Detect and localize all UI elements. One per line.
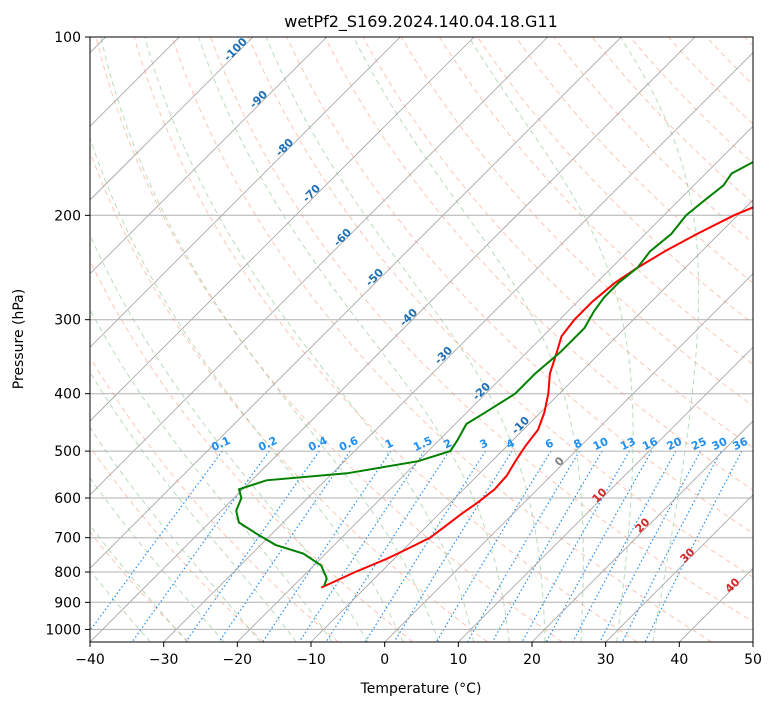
mixing-ratio-line — [218, 450, 351, 642]
mixing-ratio-label: 30 — [710, 435, 730, 453]
moist-adiabat-line — [90, 569, 151, 642]
isotherm-line — [90, 37, 401, 348]
isotherm-line — [90, 37, 475, 422]
x-tick-label: 20 — [523, 652, 541, 668]
mixing-ratio-line — [621, 450, 722, 642]
x-tick-label: −40 — [75, 652, 105, 668]
mixing-ratio-line — [545, 450, 653, 642]
x-axis-title: Temperature (°C) — [360, 681, 482, 697]
mixing-ratio-line — [572, 450, 677, 642]
y-tick-label: 900 — [54, 595, 81, 611]
mixing-ratio-line — [90, 450, 223, 632]
grid-lines — [90, 37, 753, 642]
moist-adiabat-line — [90, 371, 297, 642]
dry-adiabat-line — [248, 37, 753, 578]
temperature-line — [320, 206, 753, 589]
x-tick-label: −20 — [223, 652, 253, 668]
moist-adiabat-line — [90, 136, 404, 642]
y-tick-label: 200 — [54, 208, 81, 224]
dry-adiabat-line — [90, 356, 339, 642]
mixing-ratio-label: 20 — [665, 435, 685, 453]
moist-adiabat-line — [90, 426, 261, 642]
dry-adiabat-line — [133, 37, 638, 642]
dewpoint-line — [235, 161, 753, 587]
dry-adiabat-line — [400, 37, 753, 407]
x-tick-label: 50 — [744, 652, 762, 668]
isotherm-line — [163, 52, 753, 642]
isotherm-line — [90, 37, 254, 201]
moist-adiabat-line — [90, 524, 188, 642]
moist-adiabat-line — [353, 37, 584, 642]
dry-adiabat-line — [438, 37, 753, 365]
y-axis: 100 200 300 400 500 600 700 800 900 1000 — [45, 30, 90, 638]
mixing-ratio-label: 13 — [618, 435, 637, 453]
x-tick-label: −30 — [149, 652, 179, 668]
mixing-ratio-label: 36 — [731, 435, 751, 453]
moist-adiabat-line — [144, 37, 475, 642]
mixing-ratio-line — [491, 450, 603, 642]
moist-adiabat-line — [265, 37, 546, 642]
y-tick-label: 100 — [54, 30, 81, 46]
background-lines — [90, 37, 753, 642]
isotherm-line — [90, 37, 327, 275]
x-tick-label: 30 — [597, 652, 615, 668]
moist-adiabat-line — [100, 37, 439, 642]
y-tick-label: 1000 — [45, 622, 81, 638]
moist-adiabat-line — [90, 233, 369, 642]
y-tick-label: 300 — [54, 313, 81, 329]
mixing-ratio-line — [185, 450, 320, 642]
y-tick-label: 600 — [54, 491, 81, 507]
dry-adiabat-line — [90, 531, 190, 642]
dry-adiabat-line — [286, 37, 753, 534]
x-axis: −40 −30 −20 −10 0 10 20 30 40 50 — [75, 642, 762, 668]
mixing-ratio-line — [262, 450, 392, 642]
y-tick-label: 400 — [54, 387, 81, 403]
dry-adiabat-line — [210, 37, 753, 623]
isotherm-line — [531, 420, 753, 642]
moist-adiabat-line — [90, 477, 225, 642]
x-tick-label: −10 — [296, 652, 326, 668]
isotherm-line — [90, 37, 622, 569]
chart-title: wetPf2_S169.2024.140.04.18.G11 — [284, 12, 558, 32]
x-tick-label: 0 — [380, 652, 389, 668]
isotherm-line — [384, 273, 753, 642]
isotherm-line — [90, 37, 696, 642]
y-tick-label: 700 — [54, 531, 81, 547]
mixing-ratio-label: 10 — [591, 435, 611, 453]
isotherm-line — [605, 494, 753, 642]
y-tick-label: 500 — [54, 444, 81, 460]
isotherm-line — [458, 346, 753, 642]
moist-adiabat-line — [620, 37, 700, 642]
x-tick-label: 40 — [670, 652, 688, 668]
data-series — [235, 161, 753, 589]
x-tick-label: 10 — [449, 652, 467, 668]
mixing-ratio-line — [644, 450, 743, 642]
mixing-ratio-label: 25 — [689, 435, 708, 453]
y-axis-title: Pressure (hPa) — [11, 289, 27, 389]
isotherm-line — [90, 37, 548, 496]
mixing-ratio-line — [298, 450, 425, 642]
y-tick-label: 800 — [54, 565, 81, 581]
isotherm-line — [237, 125, 753, 642]
plot-frame — [89, 36, 754, 643]
mixing-ratio-label: 16 — [640, 435, 660, 453]
mixing-ratio-line — [521, 450, 631, 642]
isotherm-line — [310, 199, 753, 642]
dry-adiabat-line — [90, 259, 414, 642]
mixing-ratio-line — [599, 450, 702, 642]
